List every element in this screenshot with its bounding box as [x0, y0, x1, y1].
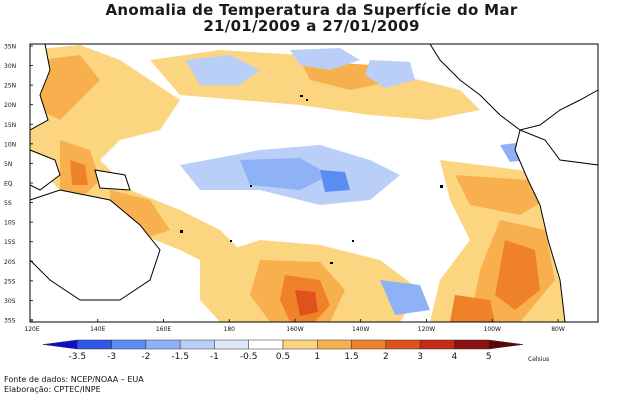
colorbar-swatch: [488, 339, 524, 350]
colorbar-swatch: [351, 339, 387, 350]
colorbar-swatch: [317, 339, 352, 350]
land-south-america: [514, 129, 599, 323]
warm-region-southeast-core: [450, 295, 495, 322]
lon-label: 160E: [156, 326, 171, 333]
island-kiribati: [250, 185, 252, 187]
lat-label: 25S: [4, 278, 16, 285]
colorbar-swatch: [111, 339, 147, 350]
cool-region-north-central: [290, 48, 360, 70]
warm-region-west: [30, 45, 250, 270]
colorbar-swatch: [454, 339, 489, 350]
colorbar-label: -3.5: [69, 352, 87, 362]
island-marquesas: [352, 240, 354, 242]
colorbar: -3.5 -3 -2 -1.5 -1 -0.5 0.5 1 1.5 2 3 4 5 Celsius: [42, 339, 549, 363]
colorbar-label: 0.5: [276, 352, 290, 362]
island-galapagos: [440, 185, 443, 188]
lon-label: 140E: [90, 326, 105, 333]
data-source-credit: Fonte de dados: NCEP/NOAA – EUA: [4, 375, 144, 384]
lat-label: 30N: [4, 63, 16, 70]
colorbar-swatch: [179, 339, 215, 350]
island-tahiti: [330, 262, 333, 264]
island-fiji: [180, 230, 183, 233]
map-title: Anomalia de Temperatura da Superfície do…: [105, 1, 518, 19]
colorbar-label: 2: [383, 352, 389, 362]
colorbar-swatch: [282, 339, 318, 350]
lat-label: 35N: [4, 44, 16, 51]
lat-label: EQ: [4, 181, 13, 188]
lon-label: 120W: [418, 326, 435, 333]
colorbar-label: 4: [452, 352, 458, 362]
colorbar-label: 1: [314, 352, 320, 362]
lon-label: 100W: [484, 326, 501, 333]
colorbar-label: -3: [107, 352, 116, 362]
lon-label: 120E: [24, 326, 39, 333]
warm-region-south-central-peak: [295, 290, 318, 316]
cool-region-south: [380, 280, 430, 315]
colorbar-swatch: [145, 339, 181, 350]
latitude-labels: 35N 30N 25N 20N 15N 10N 5N EQ 5S 10S 15S 20S 25S 30S 3…: [4, 44, 33, 325]
colorbar-swatch: [419, 339, 455, 350]
colorbar-label: 1.5: [344, 352, 358, 362]
longitude-labels: 120E 140E 160E 180 160W 140W 120W 100W 80W: [24, 319, 565, 333]
lon-label: 160W: [286, 326, 303, 333]
colorbar-swatch: [385, 339, 421, 350]
cool-region-equatorial-mid: [240, 158, 330, 190]
lat-label: 35S: [4, 318, 16, 325]
lon-label: 140W: [352, 326, 369, 333]
colorbar-units: Celsius: [528, 356, 549, 363]
islands: [180, 95, 443, 264]
warm-region-peru-core: [495, 240, 540, 310]
lon-label: 180: [224, 326, 236, 333]
lat-label: 30S: [4, 298, 16, 305]
cool-region-north-east: [365, 60, 415, 88]
lat-label: 5S: [4, 200, 12, 207]
lat-label: 20S: [4, 259, 16, 266]
lat-label: 15S: [4, 239, 16, 246]
lat-label: 10N: [4, 141, 16, 148]
cool-region-north-west: [185, 55, 260, 85]
island-hawaii-2: [306, 99, 308, 101]
colorbar-swatch: [248, 339, 284, 350]
island-samoa: [230, 240, 232, 242]
colorbar-swatch: [214, 339, 249, 350]
lat-label: 20N: [4, 102, 16, 109]
colorbar-swatch: [77, 339, 112, 350]
lat-label: 15N: [4, 122, 16, 129]
lat-label: 10S: [4, 220, 16, 227]
warm-region-equatorial-east: [455, 175, 545, 215]
colorbar-label: -0.5: [240, 352, 258, 362]
colorbar-label: -2: [141, 352, 150, 362]
colorbar-swatch: [42, 339, 78, 350]
lat-label: 25N: [4, 83, 16, 90]
lon-label: 80W: [551, 326, 565, 333]
colorbar-label: 5: [486, 352, 492, 362]
colorbar-label: -1: [210, 352, 219, 362]
warm-region-west-core: [40, 55, 100, 120]
lat-label: 5N: [4, 161, 12, 168]
colorbar-label: 3: [417, 352, 423, 362]
land-new-guinea: [94, 169, 131, 191]
production-credit: Elaboração: CPTEC/INPE: [4, 385, 101, 394]
cool-region-equatorial-core: [320, 170, 350, 192]
island-hawaii: [300, 95, 303, 97]
land-masses: [29, 43, 599, 323]
warm-region-indonesia-core: [70, 160, 88, 185]
colorbar-label: -1.5: [171, 352, 189, 362]
map-date-range: 21/01/2009 a 27/01/2009: [203, 17, 420, 35]
